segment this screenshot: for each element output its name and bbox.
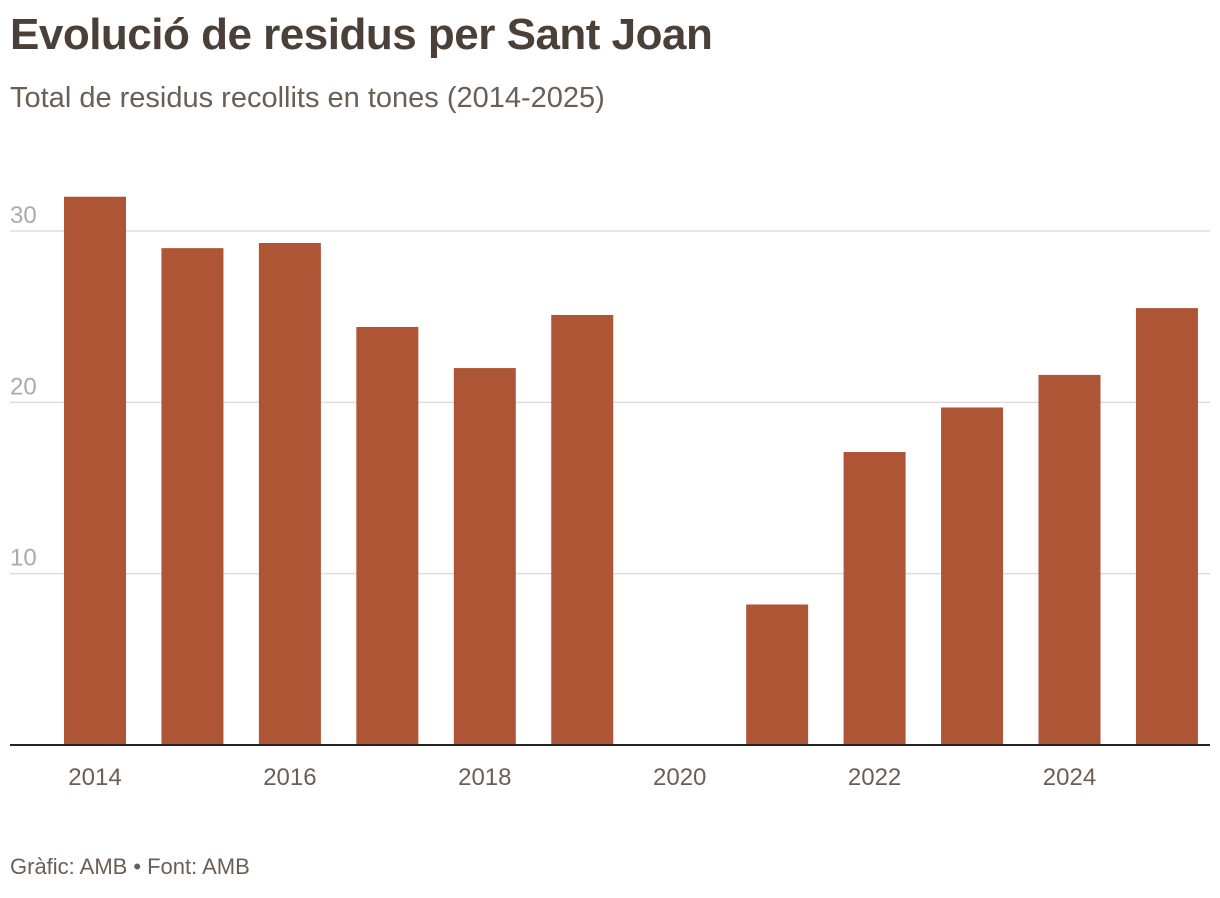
x-tick-label: 2024: [1043, 764, 1096, 791]
chart-footer: Gràfic: AMB • Font: AMB: [10, 854, 250, 880]
x-tick-label: 2014: [68, 764, 121, 791]
bar-2016[interactable]: [258, 242, 321, 745]
footer-source: Font: AMB: [147, 854, 250, 879]
footer-credit: Gràfic: AMB: [10, 854, 128, 879]
y-tick-label: 10: [10, 545, 37, 572]
x-tick-label: 2016: [263, 764, 316, 791]
bar-2014[interactable]: [64, 196, 126, 745]
x-tick-label: 2018: [458, 764, 511, 791]
bar-2019[interactable]: [551, 314, 614, 745]
bar-2024[interactable]: [1038, 374, 1101, 745]
chart-subtitle: Total de residus recollits en tones (201…: [10, 82, 605, 114]
bar-2022[interactable]: [843, 452, 906, 745]
x-tick-label: 2022: [848, 764, 901, 791]
y-tick-label: 30: [10, 202, 37, 229]
x-tick-label: 2020: [653, 764, 706, 791]
bar-2021[interactable]: [746, 604, 809, 745]
bar-2023[interactable]: [941, 407, 1004, 745]
bar-2017[interactable]: [356, 326, 419, 745]
bar-2018[interactable]: [453, 368, 516, 745]
bar-2025[interactable]: [1135, 308, 1198, 745]
footer-separator: •: [133, 854, 142, 879]
y-tick-label: 20: [10, 373, 37, 400]
bar-2015[interactable]: [161, 248, 224, 745]
chart-title: Evolució de residus per Sant Joan: [10, 10, 713, 59]
